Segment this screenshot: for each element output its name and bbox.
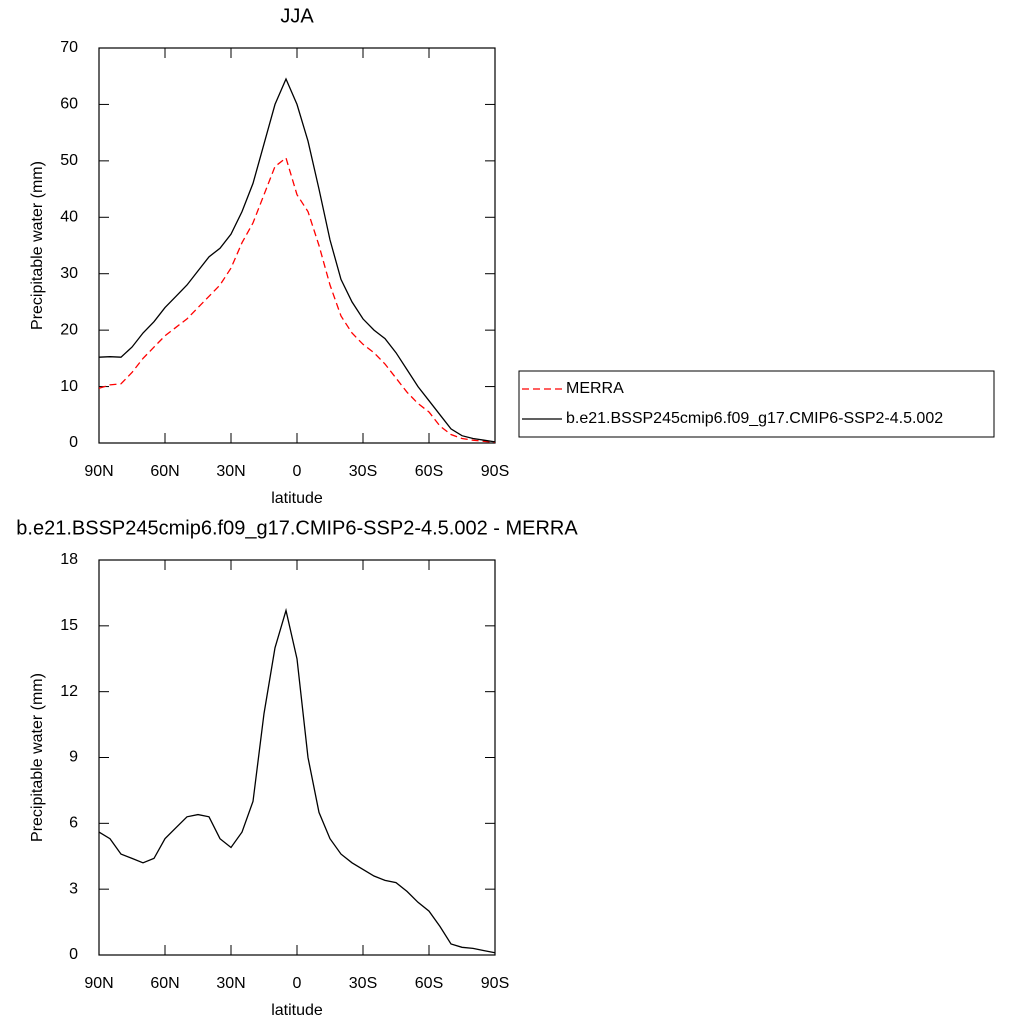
plot-frame	[98, 559, 496, 956]
x-tick-label: 60N	[150, 975, 179, 992]
data-line	[98, 77, 496, 443]
y-tick-label: 9	[69, 749, 78, 766]
y-tick-label: 0	[69, 434, 78, 451]
y-axis-label: Precipitable water (mm)	[29, 673, 46, 842]
plot-frame	[98, 47, 496, 444]
x-tick-label: 60S	[415, 975, 443, 992]
chart-title: JJA	[280, 5, 314, 27]
y-axis-label: Precipitable water (mm)	[29, 161, 46, 330]
y-tick-label: 50	[60, 152, 78, 169]
data-line	[98, 156, 496, 444]
x-tick-label: 90S	[481, 463, 509, 480]
legend-label: b.e21.BSSP245cmip6.f09_g17.CMIP6-SSP2-4.…	[566, 410, 943, 427]
y-tick-label: 3	[69, 880, 78, 897]
y-tick-label: 0	[69, 946, 78, 963]
x-tick-label: 60N	[150, 463, 179, 480]
x-tick-label: 30N	[216, 463, 245, 480]
x-tick-label: 90N	[84, 463, 113, 480]
x-axis-label: latitude	[271, 490, 323, 507]
x-tick-label: 0	[293, 463, 302, 480]
y-tick-label: 6	[69, 815, 78, 832]
y-tick-label: 10	[60, 378, 78, 395]
data-line	[98, 607, 496, 954]
legend-label: MERRA	[566, 380, 624, 397]
x-tick-label: 90N	[84, 975, 113, 992]
chart-title: b.e21.BSSP245cmip6.f09_g17.CMIP6-SSP2-4.…	[16, 517, 578, 539]
y-tick-label: 70	[60, 39, 78, 56]
y-tick-label: 18	[60, 551, 78, 568]
x-tick-label: 90S	[481, 975, 509, 992]
x-tick-label: 60S	[415, 463, 443, 480]
y-tick-label: 12	[60, 683, 78, 700]
y-tick-label: 15	[60, 617, 78, 634]
x-tick-label: 30S	[349, 975, 377, 992]
x-tick-label: 0	[293, 975, 302, 992]
x-tick-label: 30N	[216, 975, 245, 992]
legend-box	[518, 370, 995, 438]
y-tick-label: 60	[60, 96, 78, 113]
x-tick-label: 30S	[349, 463, 377, 480]
x-axis-label: latitude	[271, 1002, 323, 1019]
y-tick-label: 20	[60, 321, 78, 338]
y-tick-label: 30	[60, 265, 78, 282]
y-tick-label: 40	[60, 209, 78, 226]
